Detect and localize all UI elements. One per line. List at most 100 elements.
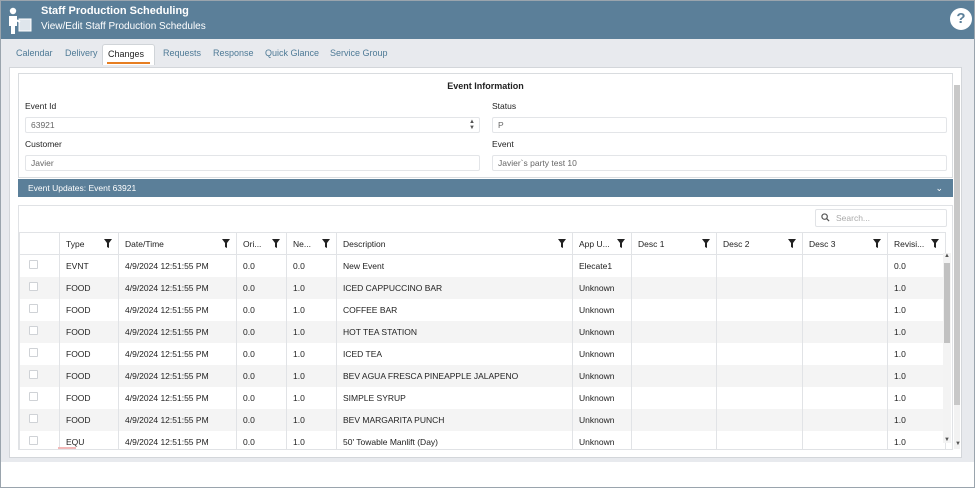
column-header-label: Desc 3: [809, 238, 836, 249]
event-id-field[interactable]: 63921 ▲ ▼: [25, 117, 480, 133]
table-cell: 50' Towable Manlift (Day): [336, 430, 573, 449]
row-checkbox[interactable]: [29, 304, 38, 313]
grid-scrollbar-thumb[interactable]: [944, 263, 950, 343]
table-row[interactable]: FOOD 4/9/2024 12:51:55 PM 0.0 1.0 COFFEE BAR…: [19, 298, 946, 321]
chevron-down-icon[interactable]: ⌄: [935, 183, 943, 193]
tab-delivery[interactable]: Delivery: [65, 48, 98, 58]
table-cell: 1.0: [887, 430, 946, 449]
column-header[interactable]: Date/Time: [118, 232, 237, 255]
customer-value: Javier: [31, 158, 54, 168]
table-cell: EVNT: [59, 254, 119, 277]
column-header-label: Desc 1: [638, 238, 665, 249]
table-cell: 0.0: [236, 408, 287, 431]
table-row[interactable]: FOOD 4/9/2024 12:51:55 PM 0.0 1.0 ICED CAPPU…: [19, 276, 946, 299]
column-header[interactable]: Desc 3: [802, 232, 888, 255]
table-cell: [716, 298, 803, 321]
row-checkbox[interactable]: [29, 392, 38, 401]
table-cell: 0.0: [236, 386, 287, 409]
search-input[interactable]: Search...: [815, 209, 947, 227]
event-id-spinner[interactable]: ▲ ▼: [469, 119, 475, 131]
horizontal-scroll-indicator[interactable]: [58, 447, 76, 449]
table-cell: FOOD: [59, 386, 119, 409]
column-header-label: Date/Time: [125, 238, 164, 249]
changes-table: Type Date/Time Ori... Ne... Description App U…: [19, 232, 946, 449]
table-row[interactable]: FOOD 4/9/2024 12:51:55 PM 0.0 1.0 SIMPLE SYR…: [19, 386, 946, 409]
table-body: EVNT 4/9/2024 12:51:55 PM 0.0 0.0 New Event E…: [19, 254, 946, 449]
row-checkbox[interactable]: [29, 282, 38, 291]
row-checkbox[interactable]: [29, 348, 38, 357]
select-column-header[interactable]: [19, 232, 60, 255]
table-cell: [716, 342, 803, 365]
row-select-cell: [19, 386, 60, 409]
filter-icon[interactable]: [322, 239, 330, 248]
row-checkbox[interactable]: [29, 370, 38, 379]
column-header-label: App U...: [579, 238, 610, 249]
tab-calendar[interactable]: Calendar: [16, 48, 53, 58]
table-cell: FOOD: [59, 298, 119, 321]
panel-scrollbar[interactable]: [954, 85, 960, 449]
customer-field[interactable]: Javier: [25, 155, 480, 171]
status-value: P: [498, 120, 504, 130]
table-cell: 1.0: [887, 386, 946, 409]
row-checkbox[interactable]: [29, 414, 38, 423]
event-id-value: 63921: [31, 120, 55, 130]
table-cell: 0.0: [236, 276, 287, 299]
row-select-cell: [19, 276, 60, 299]
table-row[interactable]: EVNT 4/9/2024 12:51:55 PM 0.0 0.0 New Event E…: [19, 254, 946, 277]
filter-icon[interactable]: [873, 239, 881, 248]
filter-icon[interactable]: [558, 239, 566, 248]
table-cell: [631, 320, 717, 343]
event-updates-grid: Search... Type Date/Time Ori... Ne... Descri…: [18, 205, 953, 450]
column-header[interactable]: Ori...: [236, 232, 287, 255]
table-cell: [716, 386, 803, 409]
tab-response[interactable]: Response: [213, 48, 254, 58]
column-header[interactable]: Ne...: [286, 232, 337, 255]
filter-icon[interactable]: [272, 239, 280, 248]
column-header[interactable]: Type: [59, 232, 119, 255]
table-cell: 1.0: [887, 276, 946, 299]
table-cell: Unknown: [572, 430, 632, 449]
event-field[interactable]: Javier`s party test 10: [492, 155, 947, 171]
table-cell: [802, 342, 888, 365]
table-row[interactable]: FOOD 4/9/2024 12:51:55 PM 0.0 1.0 BEV MARGAR…: [19, 408, 946, 431]
table-cell: BEV AGUA FRESCA PINEAPPLE JALAPENO: [336, 364, 573, 387]
table-cell: [631, 276, 717, 299]
filter-icon[interactable]: [222, 239, 230, 248]
column-header[interactable]: Description: [336, 232, 573, 255]
tab-quick-glance[interactable]: Quick Glance: [265, 48, 320, 58]
tab-service-group[interactable]: Service Group: [330, 48, 388, 58]
row-checkbox[interactable]: [29, 436, 38, 445]
app-title: Staff Production Scheduling: [41, 5, 189, 17]
status-field[interactable]: P: [492, 117, 947, 133]
filter-icon[interactable]: [702, 239, 710, 248]
panel-scrollbar-thumb[interactable]: [954, 85, 960, 405]
table-cell: 4/9/2024 12:51:55 PM: [118, 430, 237, 449]
customer-label: Customer: [25, 139, 62, 149]
table-cell: 1.0: [286, 298, 337, 321]
panel-scroll-down-arrow[interactable]: ▼: [955, 441, 961, 447]
column-header[interactable]: Desc 1: [631, 232, 717, 255]
tab-requests[interactable]: Requests: [163, 48, 202, 58]
tab-changes[interactable]: Changes: [102, 44, 155, 65]
grid-scroll-up-arrow[interactable]: ▲: [944, 253, 950, 259]
table-row[interactable]: FOOD 4/9/2024 12:51:55 PM 0.0 1.0 ICED TEA Un…: [19, 342, 946, 365]
column-header[interactable]: Desc 2: [716, 232, 803, 255]
filter-icon[interactable]: [104, 239, 112, 248]
grid-scroll-down-arrow[interactable]: ▼: [944, 437, 950, 443]
column-header[interactable]: App U...: [572, 232, 632, 255]
filter-icon[interactable]: [617, 239, 625, 248]
filter-icon[interactable]: [788, 239, 796, 248]
help-icon[interactable]: ?: [950, 8, 972, 30]
table-cell: 0.0: [236, 320, 287, 343]
table-row[interactable]: FOOD 4/9/2024 12:51:55 PM 0.0 1.0 HOT TEA ST…: [19, 320, 946, 343]
table-cell: 4/9/2024 12:51:55 PM: [118, 320, 237, 343]
table-row[interactable]: EQU 4/9/2024 12:51:55 PM 0.0 1.0 50' Towable…: [19, 430, 946, 449]
row-checkbox[interactable]: [29, 326, 38, 335]
event-updates-header[interactable]: Event Updates: Event 63921 ⌄: [18, 179, 953, 197]
table-cell: 0.0: [236, 364, 287, 387]
table-row[interactable]: FOOD 4/9/2024 12:51:55 PM 0.0 1.0 BEV AGUA F…: [19, 364, 946, 387]
grid-scrollbar[interactable]: ▲ ▼: [943, 253, 951, 443]
filter-icon[interactable]: [931, 239, 939, 248]
column-header[interactable]: Revisi...: [887, 232, 946, 255]
row-checkbox[interactable]: [29, 260, 38, 270]
